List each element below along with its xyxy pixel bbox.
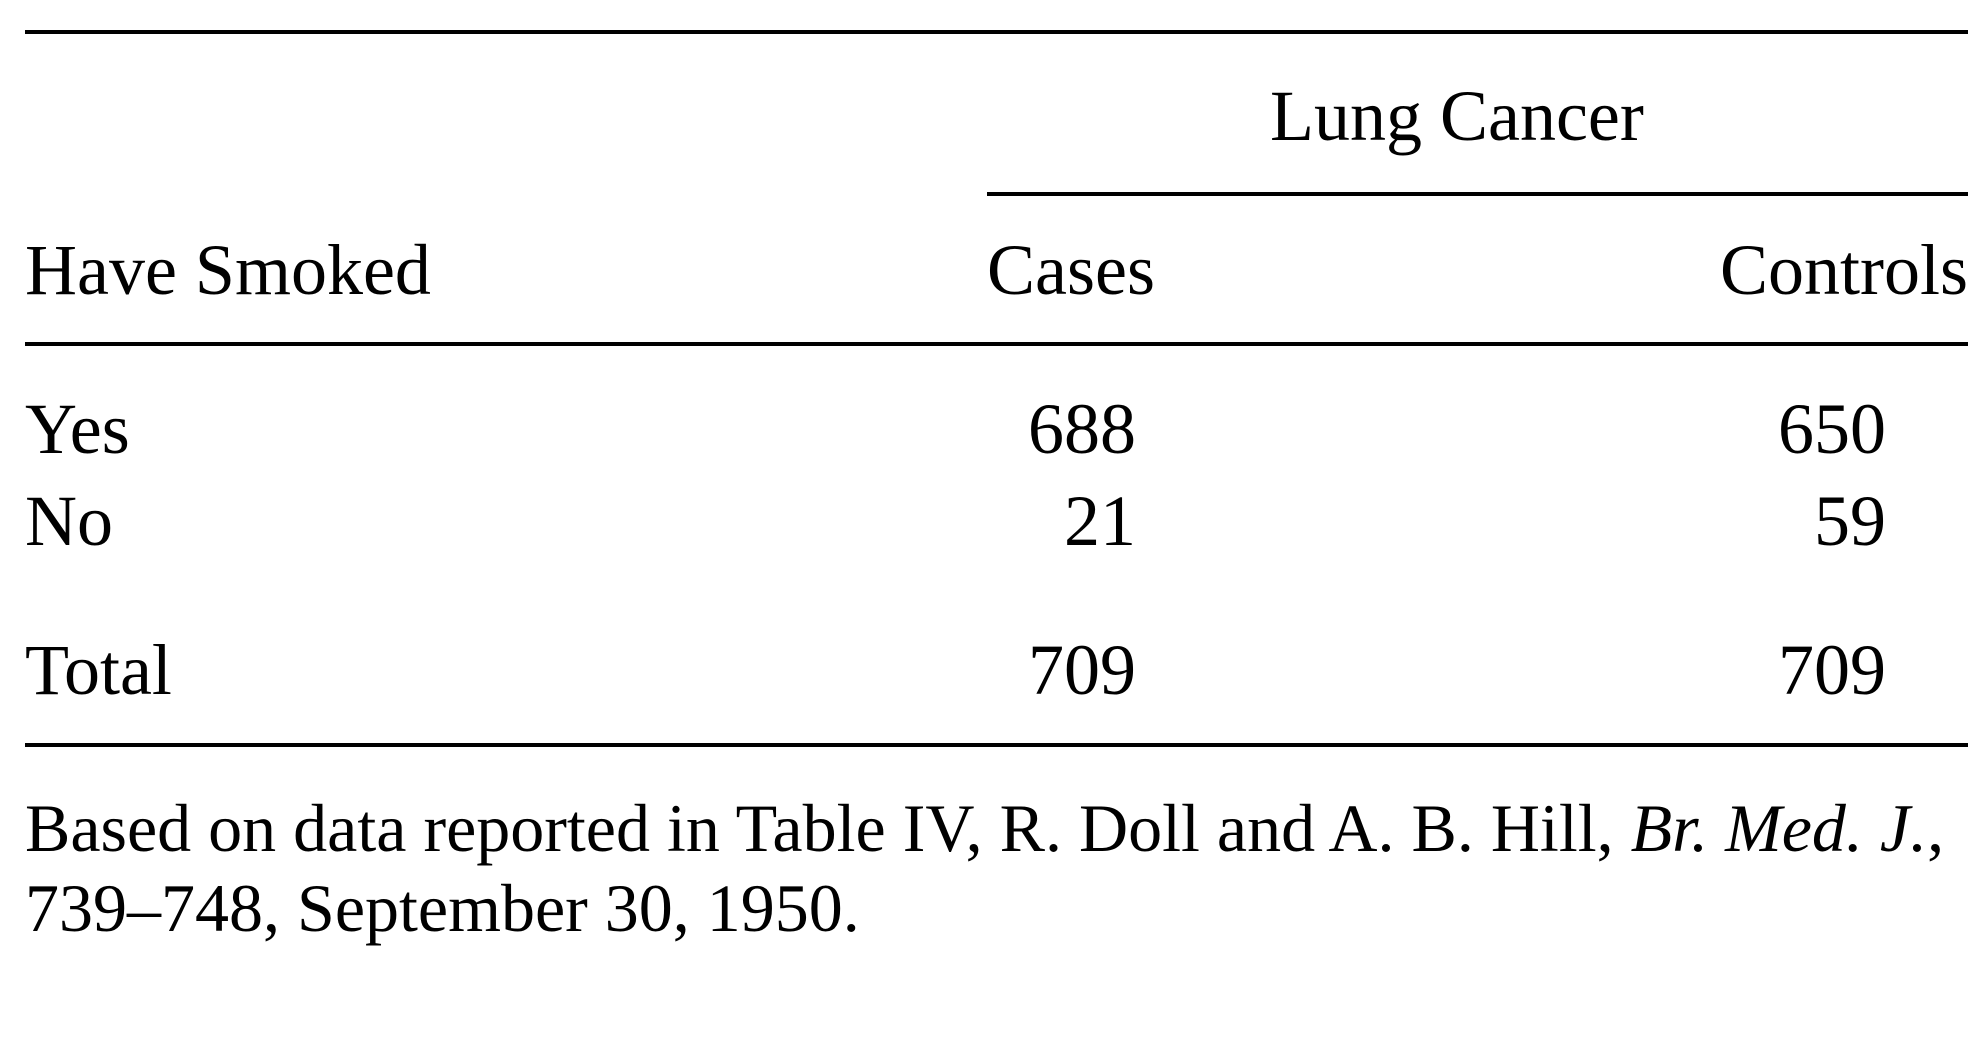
row-header: Have Smoked [25, 230, 431, 310]
footnote-citation: , 739–748, September 30, 1950. [25, 790, 1945, 946]
cell-controls: 59 [1814, 481, 1886, 561]
column-header-cases: Cases [987, 230, 1155, 310]
total-controls: 709 [1778, 630, 1886, 710]
column-header-controls: Controls [1719, 230, 1968, 310]
total-cases: 709 [1028, 630, 1136, 710]
source-footnote: Based on data reported in Table IV, R. D… [25, 788, 1975, 948]
total-label: Total [25, 630, 172, 710]
bottom-rule [25, 743, 1968, 747]
spanner-heading: Lung Cancer [1270, 76, 1644, 156]
header-rule [25, 342, 1968, 346]
row-label: No [25, 481, 113, 561]
footnote-text: Based on data reported in Table IV, R. D… [25, 790, 1614, 866]
journal-name: Br. Med. J. [1630, 790, 1928, 866]
cell-cases: 21 [1064, 481, 1136, 561]
cell-controls: 650 [1778, 389, 1886, 469]
spanner-rule [987, 192, 1968, 196]
row-label: Yes [25, 389, 130, 469]
cell-cases: 688 [1028, 389, 1136, 469]
top-rule [25, 30, 1968, 34]
